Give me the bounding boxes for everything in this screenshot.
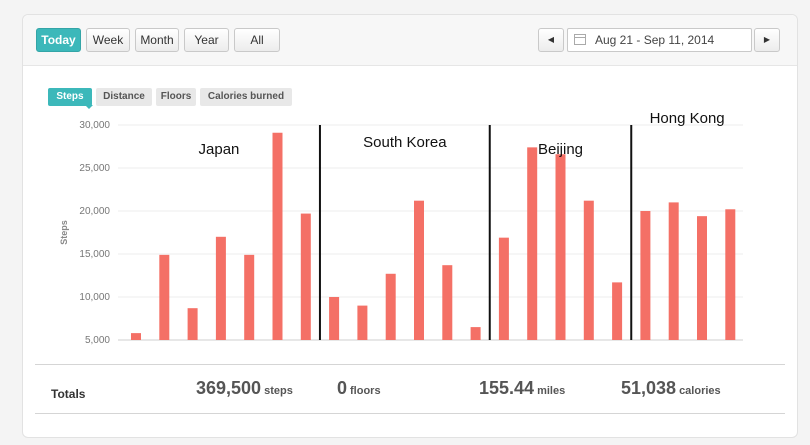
x-tick-label: Sep 5 bbox=[547, 344, 574, 345]
bar-aug-25 bbox=[244, 254, 255, 340]
prev-arrow-icon: ◀ bbox=[547, 35, 555, 44]
calendar-icon bbox=[574, 34, 586, 45]
toolbar: Today Week Month Year All ◀ Aug 21 - Sep… bbox=[23, 15, 797, 66]
bar-aug-23 bbox=[187, 308, 198, 340]
bar-sep-7 bbox=[612, 282, 623, 340]
date-range-text: Aug 21 - Sep 11, 2014 bbox=[595, 33, 715, 47]
bar-sep-1 bbox=[442, 265, 453, 340]
bar-aug-31 bbox=[414, 200, 424, 340]
total-calories-value: 51,038 bbox=[621, 378, 677, 398]
x-tick-label: Aug 24 bbox=[205, 344, 237, 345]
all-button[interactable]: All bbox=[234, 28, 280, 52]
bar-aug-26 bbox=[272, 132, 283, 340]
y-tick-label: 15,000 bbox=[79, 249, 110, 260]
bar-sep-4 bbox=[527, 147, 538, 340]
y-tick-label: 20,000 bbox=[79, 206, 110, 217]
bar-aug-30 bbox=[385, 273, 396, 340]
bar-aug-27 bbox=[300, 213, 311, 340]
next-arrow-icon: ▶ bbox=[763, 35, 771, 44]
region-label: Beijing bbox=[538, 141, 583, 158]
bar-sep-5 bbox=[555, 154, 566, 340]
x-tick-label: Sep 2 bbox=[463, 344, 490, 345]
tab-distance[interactable]: Distance bbox=[96, 88, 152, 106]
bar-sep-11 bbox=[725, 209, 736, 340]
y-tick-label: 30,000 bbox=[79, 120, 110, 131]
total-floors: 0 floors bbox=[337, 378, 381, 399]
x-tick-label: Aug 30 bbox=[375, 344, 407, 345]
region-label: Hong Kong bbox=[650, 110, 725, 127]
y-tick-label: 25,000 bbox=[79, 163, 110, 174]
totals-divider-top bbox=[35, 364, 785, 365]
year-button[interactable]: Year bbox=[184, 28, 229, 52]
y-tick-label: 10,000 bbox=[79, 292, 110, 303]
total-calories-unit: calories bbox=[679, 385, 721, 397]
date-range-field[interactable]: Aug 21 - Sep 11, 2014 bbox=[567, 28, 752, 52]
bar-aug-22 bbox=[159, 254, 170, 340]
bar-aug-28 bbox=[329, 297, 340, 340]
today-button[interactable]: Today bbox=[36, 28, 81, 52]
x-tick-label: Aug 21 bbox=[120, 344, 152, 345]
total-steps: 369,500 steps bbox=[196, 378, 293, 399]
prev-range-button[interactable]: ◀ bbox=[538, 28, 564, 52]
bar-sep-9 bbox=[668, 202, 679, 340]
x-tick-label: Aug 27 bbox=[290, 344, 322, 345]
bar-aug-24 bbox=[215, 236, 226, 340]
total-steps-value: 369,500 bbox=[196, 378, 262, 398]
bar-aug-21 bbox=[131, 333, 141, 340]
totals-divider-bottom bbox=[35, 413, 785, 414]
tab-steps[interactable]: Steps bbox=[48, 88, 92, 106]
bar-sep-2 bbox=[470, 327, 481, 340]
x-tick-label: Sep 11 bbox=[715, 344, 746, 345]
active-tab-caret bbox=[85, 105, 93, 109]
next-range-button[interactable]: ▶ bbox=[754, 28, 780, 52]
bar-aug-29 bbox=[357, 305, 368, 340]
total-miles: 155.44 miles bbox=[479, 378, 565, 399]
bar-sep-10 bbox=[697, 216, 707, 340]
total-miles-unit: miles bbox=[537, 385, 566, 397]
total-steps-unit: steps bbox=[264, 385, 293, 397]
bar-sep-8 bbox=[640, 211, 651, 340]
steps-chart: 5,000 10,000 15,000 20,000 25,000 30,000 Steps… bbox=[59, 110, 746, 345]
tab-floors[interactable]: Floors bbox=[156, 88, 196, 106]
bar-sep-6 bbox=[583, 200, 594, 340]
total-miles-value: 155.44 bbox=[479, 378, 535, 398]
region-label: South Korea bbox=[363, 134, 447, 151]
y-tick-label: 5,000 bbox=[85, 335, 110, 345]
month-button[interactable]: Month bbox=[135, 28, 179, 52]
totals-label: Totals bbox=[51, 387, 86, 401]
activity-card: Today Week Month Year All ◀ Aug 21 - Sep… bbox=[22, 14, 798, 438]
total-calories: 51,038 calories bbox=[621, 378, 721, 399]
total-floors-value: 0 bbox=[337, 378, 348, 398]
y-axis-label: Steps bbox=[59, 220, 69, 245]
region-label: Japan bbox=[199, 141, 240, 158]
bar-sep-3 bbox=[498, 237, 509, 340]
week-button[interactable]: Week bbox=[86, 28, 130, 52]
tab-calories-burned[interactable]: Calories burned bbox=[200, 88, 292, 106]
total-floors-unit: floors bbox=[350, 385, 381, 397]
